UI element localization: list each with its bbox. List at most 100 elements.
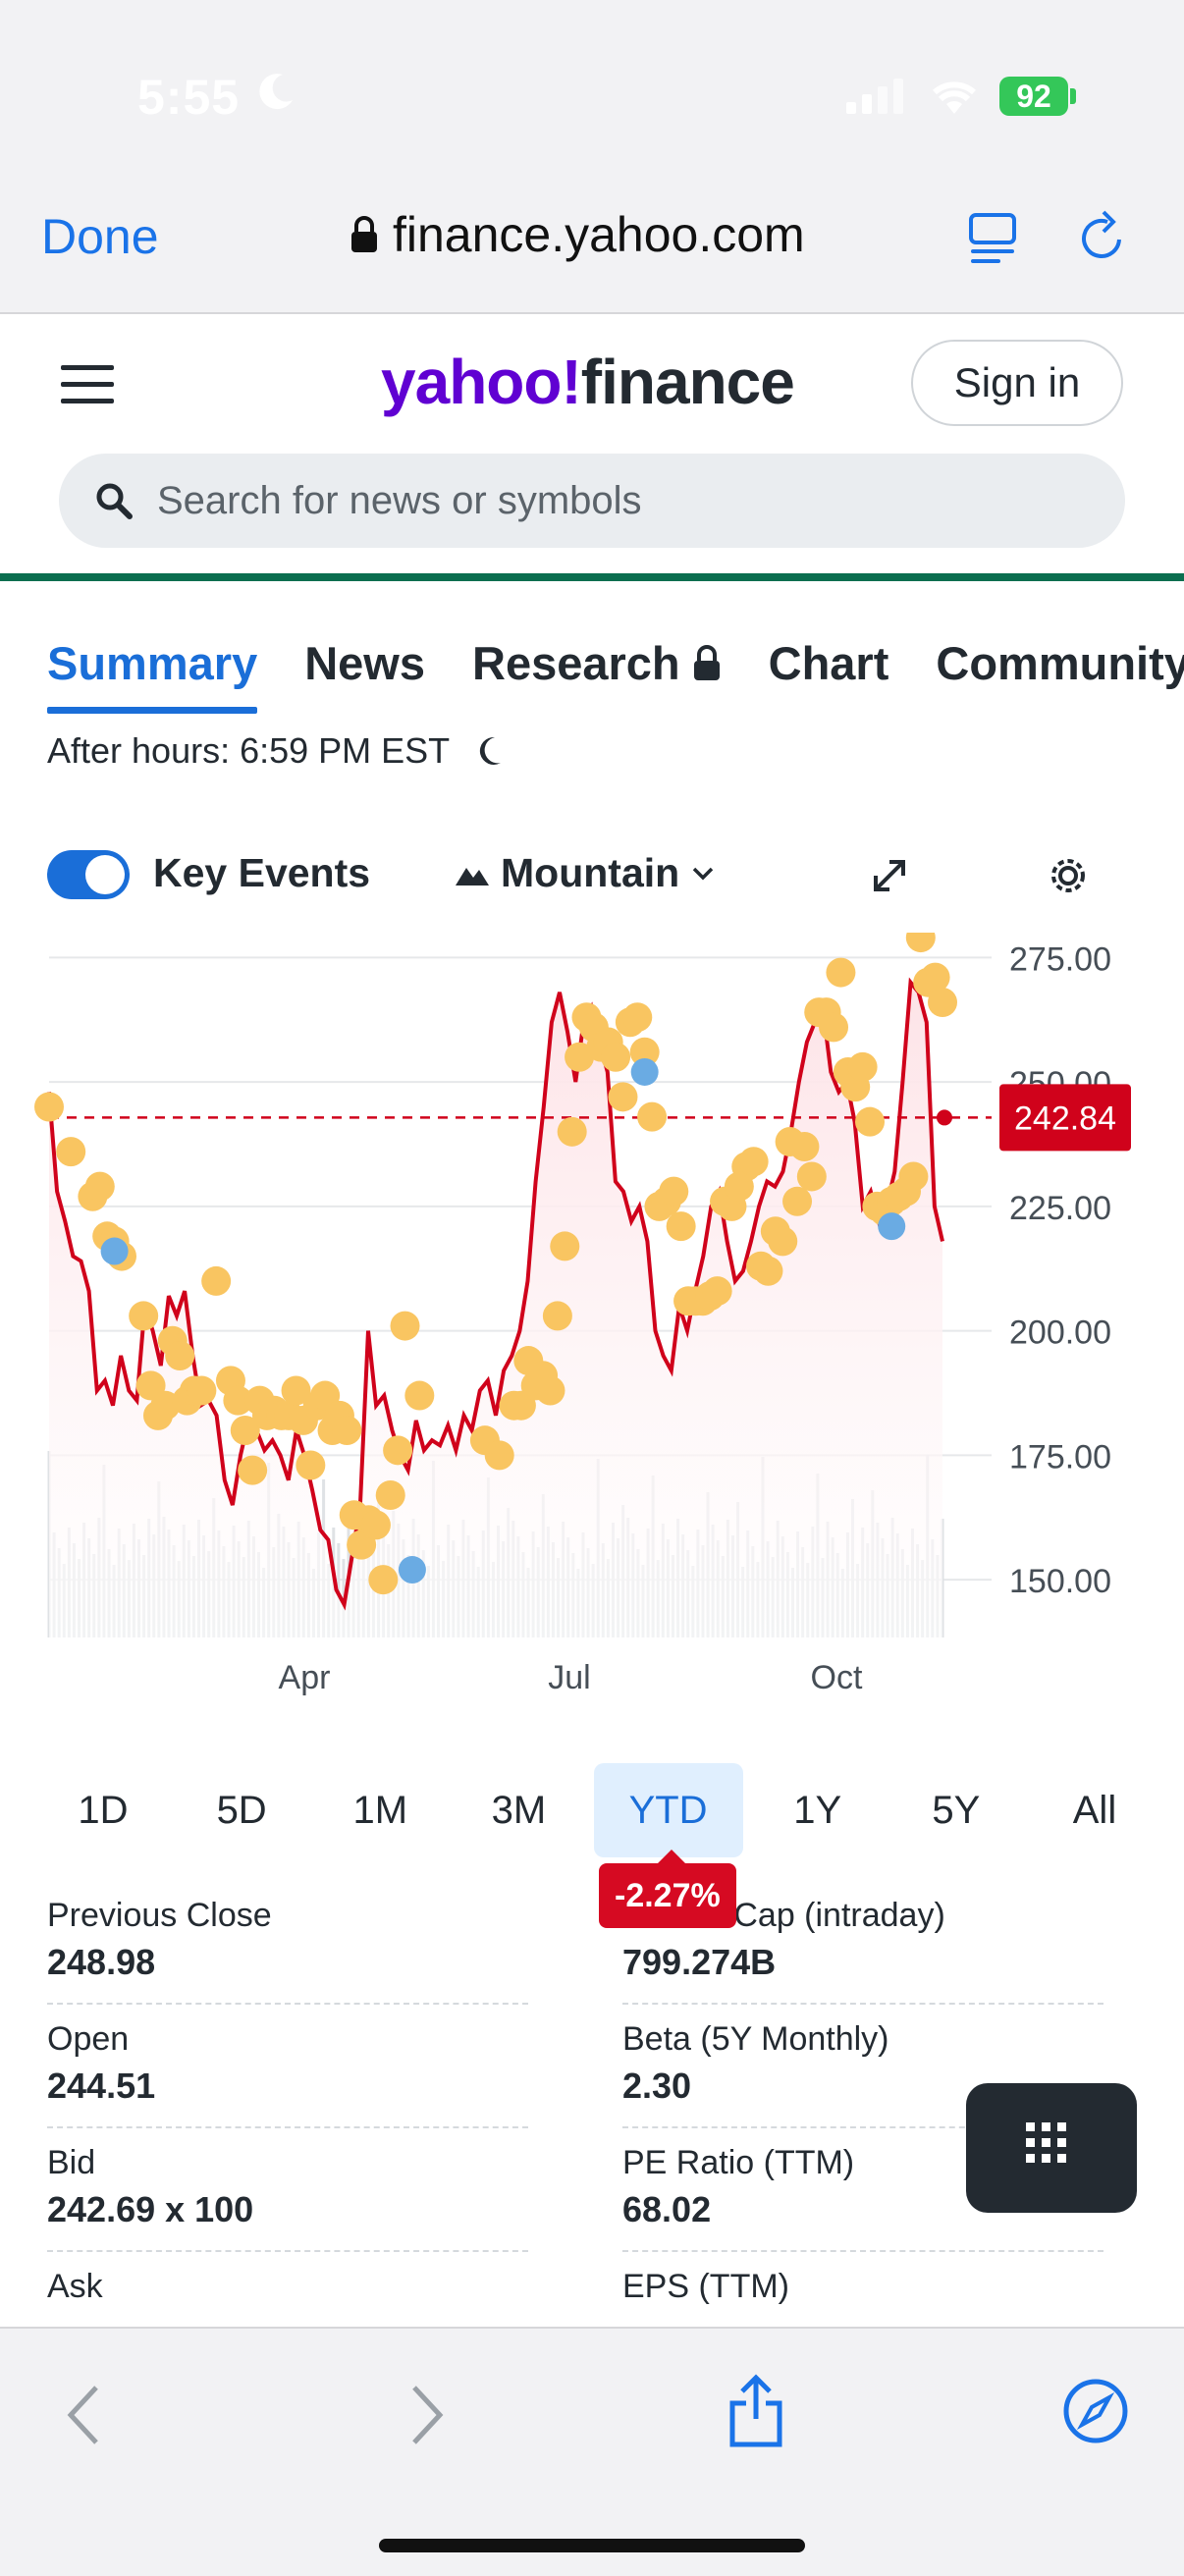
back-icon[interactable] — [65, 2384, 104, 2446]
current-price-dot — [937, 1109, 952, 1126]
key-event-marker[interactable] — [398, 1556, 426, 1584]
key-event-marker[interactable] — [855, 1106, 886, 1137]
toggle-knob — [85, 855, 125, 894]
search-icon — [96, 483, 133, 519]
menu-icon[interactable] — [61, 365, 114, 404]
key-event-marker[interactable] — [201, 1265, 232, 1296]
key-event-marker[interactable] — [383, 1435, 413, 1466]
stat-previous-close: Previous Close 248.98 — [47, 1897, 528, 2005]
key-event-marker[interactable] — [390, 1311, 420, 1341]
quick-menu-button[interactable] — [966, 2083, 1137, 2213]
header-divider — [0, 573, 1184, 581]
key-event-marker[interactable] — [223, 1385, 253, 1416]
key-event-marker[interactable] — [535, 1375, 565, 1406]
yahoo-finance-logo[interactable]: yahoo!finance — [381, 346, 795, 418]
key-event-marker[interactable] — [100, 1237, 129, 1265]
key-event-marker[interactable] — [332, 1416, 362, 1446]
range-all[interactable]: All — [1072, 1788, 1117, 1832]
key-event-marker[interactable] — [165, 1340, 195, 1370]
key-event-marker[interactable] — [826, 957, 856, 988]
key-event-marker[interactable] — [659, 1176, 689, 1207]
key-event-marker[interactable] — [898, 1161, 929, 1192]
key-event-marker[interactable] — [557, 1116, 587, 1147]
key-event-marker[interactable] — [375, 1479, 405, 1510]
key-event-marker[interactable] — [629, 1037, 660, 1067]
key-event-marker[interactable] — [360, 1510, 391, 1540]
key-event-marker[interactable] — [550, 1231, 580, 1261]
key-event-marker[interactable] — [796, 1161, 827, 1192]
key-event-marker[interactable] — [789, 1132, 820, 1162]
expand-icon[interactable] — [870, 856, 909, 895]
range-ytd[interactable]: YTD — [593, 1763, 743, 1857]
key-event-marker[interactable] — [637, 1101, 668, 1132]
key-event-marker[interactable] — [782, 1186, 813, 1216]
key-event-marker[interactable] — [187, 1375, 217, 1406]
reader-mode-icon[interactable] — [968, 212, 1017, 265]
key-event-marker[interactable] — [666, 1211, 696, 1242]
tab-chart[interactable]: Chart — [768, 637, 889, 689]
search-input[interactable]: Search for news or symbols — [59, 454, 1125, 548]
tab-news[interactable]: News — [304, 637, 425, 689]
key-event-marker[interactable] — [878, 1212, 906, 1241]
moon-icon — [259, 74, 293, 110]
x-tick-label: Apr — [279, 1659, 331, 1696]
tab-community[interactable]: Community — [936, 637, 1184, 689]
key-event-marker[interactable] — [56, 1137, 86, 1167]
key-event-marker[interactable] — [622, 1002, 653, 1033]
done-button[interactable]: Done — [41, 209, 159, 264]
range-1m[interactable]: 1M — [352, 1788, 408, 1832]
key-event-marker[interactable] — [768, 1226, 798, 1257]
key-event-marker[interactable] — [484, 1440, 514, 1471]
key-event-marker[interactable] — [608, 1082, 638, 1112]
range-3m[interactable]: 3M — [491, 1788, 547, 1832]
tab-summary[interactable]: Summary — [47, 637, 258, 714]
key-event-marker[interactable] — [542, 1301, 572, 1331]
key-event-marker[interactable] — [404, 1380, 435, 1411]
key-event-marker[interactable] — [753, 1256, 783, 1286]
key-events-label: Key Events — [153, 850, 371, 895]
key-event-marker[interactable] — [630, 1057, 659, 1086]
key-event-marker[interactable] — [281, 1375, 311, 1406]
tab-research-label: Research — [472, 637, 680, 689]
compass-icon[interactable] — [1062, 2378, 1129, 2444]
key-event-marker[interactable] — [34, 1092, 64, 1122]
key-event-marker[interactable] — [601, 1042, 631, 1072]
key-event-marker[interactable] — [368, 1565, 399, 1595]
key-event-marker[interactable] — [296, 1450, 326, 1480]
key-event-marker[interactable] — [129, 1301, 159, 1331]
key-event-marker[interactable] — [238, 1455, 268, 1485]
sign-in-button[interactable]: Sign in — [911, 340, 1123, 426]
url-text: finance.yahoo.com — [393, 207, 805, 262]
key-event-marker[interactable] — [84, 1171, 115, 1202]
key-event-marker[interactable] — [819, 1012, 849, 1043]
range-1y[interactable]: 1Y — [793, 1788, 842, 1832]
key-event-marker[interactable] — [920, 962, 950, 993]
y-tick-label: 150.00 — [1009, 1563, 1111, 1600]
key-events-toggle[interactable] — [47, 850, 130, 899]
key-event-marker[interactable] — [928, 987, 957, 1017]
url-bar[interactable]: finance.yahoo.com — [350, 206, 805, 263]
key-event-marker[interactable] — [847, 1051, 878, 1082]
key-event-marker[interactable] — [702, 1276, 732, 1307]
share-icon[interactable] — [727, 2374, 785, 2448]
chart-type-dropdown[interactable]: Mountain — [456, 850, 715, 896]
moon-icon — [480, 736, 502, 765]
range-5y[interactable]: 5Y — [932, 1788, 981, 1832]
reload-icon[interactable] — [1078, 210, 1127, 263]
stat-bid: Bid 242.69 x 100 — [47, 2144, 528, 2252]
browser-bottom-bar — [0, 2327, 1184, 2576]
tab-research[interactable]: Research — [472, 636, 722, 690]
stat-open: Open 244.51 — [47, 2020, 528, 2128]
range-5d[interactable]: 5D — [216, 1788, 267, 1832]
key-event-marker[interactable] — [905, 933, 936, 953]
key-event-marker[interactable] — [738, 1147, 769, 1177]
range-selector: 1D 5D 1M 3M YTD 1Y 5Y All — [39, 1763, 1158, 1857]
forward-icon[interactable] — [406, 2384, 446, 2446]
stat-label: EPS (TTM) — [622, 2268, 789, 2305]
search-placeholder: Search for news or symbols — [157, 478, 642, 522]
key-event-marker[interactable] — [230, 1416, 260, 1446]
range-1d[interactable]: 1D — [78, 1788, 129, 1832]
gear-icon[interactable] — [1047, 854, 1090, 897]
y-tick-label: 275.00 — [1009, 940, 1111, 978]
